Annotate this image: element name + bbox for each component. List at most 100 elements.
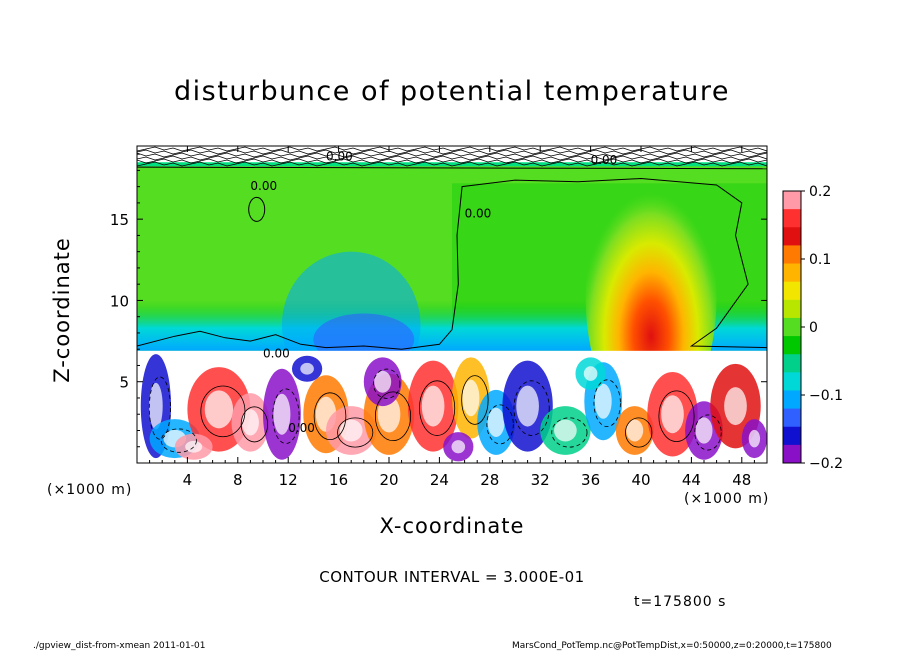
- lower-contour-12: [513, 380, 550, 436]
- x-tick-label: 48: [732, 471, 751, 489]
- eddy-core-9: [421, 385, 445, 427]
- colorbar-swatch: [783, 444, 801, 464]
- x-tick-label: 28: [480, 471, 499, 489]
- eddy-core-4: [273, 393, 291, 435]
- x-axis-label: X-coordinate: [379, 514, 525, 538]
- footer-script: ./gpview_dist-from-xmean 2011-01-01: [33, 641, 206, 651]
- upper-noise-contour-4: [137, 158, 767, 164]
- upper-noise-contour-2: [137, 152, 767, 158]
- x-axis-unit-right: (×1000 m): [684, 491, 770, 507]
- upper-noise-contour-1: [137, 149, 767, 155]
- colorbar-swatch: [783, 372, 801, 391]
- lower-contour-6: [337, 417, 374, 448]
- colorbar-swatch: [783, 191, 801, 210]
- colorbar-swatch: [783, 426, 801, 446]
- chart-title: disturbunce of potential temperature: [174, 76, 730, 107]
- colorbar-swatch: [783, 390, 801, 410]
- colorbar-swatch: [783, 281, 801, 301]
- eddy-core-23: [300, 362, 314, 375]
- lower-contour-15: [625, 417, 653, 448]
- lower-contour-17: [694, 414, 722, 451]
- upper-noise-contour-0: [137, 146, 767, 152]
- eddy-core-18: [724, 387, 747, 426]
- x-tick-label: 36: [581, 471, 600, 489]
- y-tick-label: 5: [119, 374, 129, 392]
- colorbar-swatch: [783, 299, 801, 319]
- lower-contour-2: [200, 385, 246, 438]
- lower-contour-4: [272, 388, 300, 444]
- lower-contour-9: [419, 380, 456, 436]
- contour-label: 0.00: [591, 153, 618, 167]
- colorbar-swatch: [783, 245, 801, 265]
- x-tick-label: 4: [183, 471, 193, 489]
- x-tick-label: 8: [233, 471, 243, 489]
- x-tick-label: 16: [329, 471, 348, 489]
- colorbar-tick-label: 0.2: [809, 184, 831, 200]
- colorbar-swatch: [783, 408, 801, 428]
- eddy-core-17: [695, 417, 713, 444]
- colorbar: 0.2 0.1 0 −0.1 −0.2: [782, 184, 843, 472]
- eddy-core-21: [451, 440, 466, 454]
- contour-label: 0.00: [326, 150, 353, 164]
- eddy-core-16: [661, 395, 684, 434]
- eddy-core-13: [554, 419, 577, 442]
- lower-contour-14: [593, 379, 621, 428]
- contour-label: 0.00: [263, 346, 290, 360]
- upper-noise-contour-3: [137, 155, 767, 161]
- colorbar-tick-label: 0.1: [809, 252, 831, 268]
- footer-source: MarsCond_PotTemp.nc@PotTempDist,x=0:5000…: [512, 641, 832, 651]
- eddy-core-8: [374, 370, 392, 393]
- upper-noise-contour-5: [137, 161, 767, 167]
- lower-contour-13: [551, 417, 588, 448]
- x-tick-label: 44: [682, 471, 701, 489]
- x-tick-label: 32: [531, 471, 550, 489]
- eddy-core-22: [583, 366, 598, 381]
- colorbar-swatch: [783, 354, 801, 373]
- eddy-core-11: [487, 407, 505, 437]
- x-tick-label: 20: [379, 471, 398, 489]
- contour-interval-note: CONTOUR INTERVAL = 3.000E-01: [319, 568, 585, 586]
- upper-contour: [137, 166, 767, 170]
- zero-contour: [137, 177, 767, 350]
- eddy-core-14: [594, 383, 612, 419]
- eddy-core-19: [748, 429, 761, 448]
- colorbar-tick-label: 0: [809, 320, 818, 336]
- lower-contour-16: [658, 390, 695, 442]
- x-tick-label: 24: [430, 471, 449, 489]
- x-tick-label: 12: [279, 471, 298, 489]
- contour-label: 0.00: [465, 207, 492, 221]
- x-axis-unit-left: (×1000 m): [47, 482, 133, 498]
- x-tick-label: 40: [631, 471, 650, 489]
- field-upper-layer: [137, 146, 767, 164]
- eddy-core-6: [339, 419, 363, 442]
- lower-contour-5: [313, 392, 347, 441]
- eddy-core-0: [149, 382, 163, 430]
- lower-contour-1: [160, 428, 197, 453]
- lower-contour-8: [373, 368, 401, 399]
- colorbar-swatch: [783, 263, 801, 283]
- contour-label: 0.00: [250, 179, 277, 193]
- eddy-core-10: [462, 379, 480, 417]
- y-axis: 5 10 15: [110, 153, 767, 448]
- y-axis-label: Z-coordinate: [50, 237, 74, 383]
- eddy-core-3: [241, 409, 259, 436]
- eddy-core-15: [626, 419, 644, 442]
- lower-contour-11: [486, 404, 514, 445]
- colorbar-swatch: [783, 317, 801, 337]
- colorbar-swatch: [783, 336, 801, 355]
- lower-contour-10: [461, 375, 489, 425]
- x-axis: 4 8 12 16 20 24 28 32 36 40 44 48: [149, 146, 755, 489]
- closed-contour: [248, 196, 266, 222]
- colorbar-swatch: [783, 227, 801, 246]
- contour-label: 0.00: [288, 421, 315, 435]
- temperature-field: 0.00 0.00 0.00 0.00 0.00 0.00: [137, 146, 767, 463]
- lower-contour-7: [374, 391, 412, 442]
- eddy-core-20: [185, 440, 203, 453]
- colorbar-tick-label: −0.1: [809, 388, 843, 404]
- colorbar-tick-label: −0.2: [809, 456, 843, 472]
- lower-contour-3: [240, 406, 269, 443]
- time-stamp: t=175800 s: [634, 594, 727, 610]
- eddy-core-2: [204, 390, 234, 429]
- lower-contour-0: [148, 376, 171, 440]
